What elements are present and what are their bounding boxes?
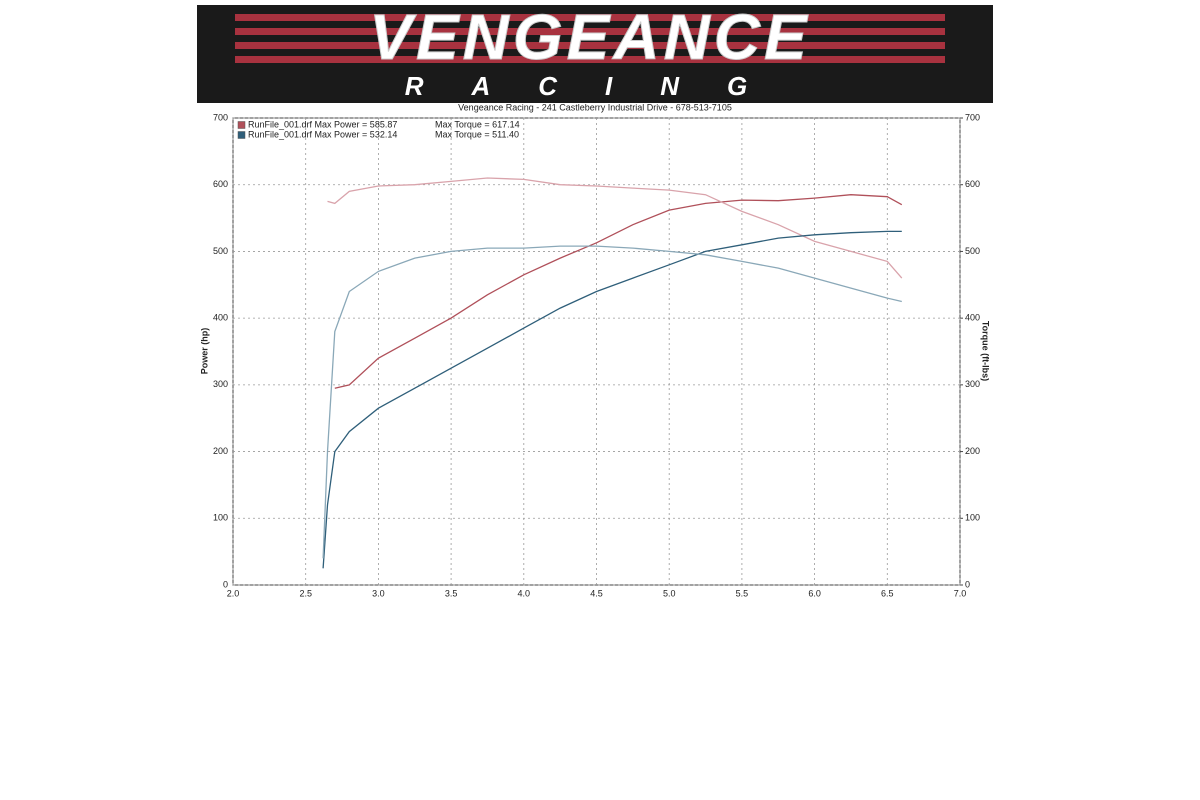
- logo-title: VENGEANCE: [369, 1, 810, 73]
- logo-stripes: [235, 14, 945, 63]
- legend-label: Max Torque = 511.40: [435, 129, 519, 139]
- x-tick-label: 5.0: [663, 588, 676, 598]
- y-axis-label: Power (hp): [199, 328, 209, 375]
- y-tick-label: 200: [213, 446, 228, 456]
- x-tick-label: 6.0: [808, 588, 821, 598]
- legend-label: RunFile_001.drf Max Power = 532.14: [248, 129, 397, 139]
- y-tick-label: 500: [213, 246, 228, 256]
- y-tick-label: 300: [213, 379, 228, 389]
- y-tick-label: 700: [213, 112, 228, 122]
- x-tick-label: 6.5: [881, 588, 894, 598]
- legend-swatch: [237, 121, 246, 129]
- series-line: [334, 194, 903, 389]
- y2-tick-label: 300: [965, 379, 980, 389]
- series-line: [327, 177, 903, 279]
- x-tick-label: 4.5: [590, 588, 603, 598]
- legend-label: Max Torque = 617.14: [435, 119, 520, 129]
- legend-swatch: [237, 131, 246, 139]
- y-tick-label: 0: [223, 579, 228, 589]
- y2-tick-label: 100: [965, 513, 980, 523]
- logo-band: [197, 5, 993, 103]
- x-tick-label: 4.0: [518, 588, 531, 598]
- legend-label: RunFile_001.drf Max Power = 585.87: [248, 119, 397, 129]
- x-tick-label: 3.5: [445, 588, 458, 598]
- y2-tick-label: 200: [965, 446, 980, 456]
- x-tick-label: 2.0: [227, 588, 240, 598]
- y-tick-label: 400: [213, 313, 228, 323]
- y-tick-label: 600: [213, 179, 228, 189]
- x-tick-label: 5.5: [736, 588, 749, 598]
- logo-subtitle: RACING: [405, 71, 796, 101]
- chart-title: Vengeance Racing - 241 Castleberry Indus…: [458, 102, 732, 112]
- x-tick-label: 3.0: [372, 588, 385, 598]
- y2-tick-label: 500: [965, 246, 980, 256]
- series-line: [322, 230, 902, 569]
- x-tick-label: 2.5: [299, 588, 312, 598]
- x-tick-label: 7.0: [954, 588, 967, 598]
- y2-tick-label: 700: [965, 112, 980, 122]
- y2-tick-label: 0: [965, 579, 970, 589]
- y-tick-label: 100: [213, 513, 228, 523]
- y2-tick-label: 400: [965, 313, 980, 323]
- series-line: [322, 245, 902, 559]
- y2-axis-label: Torque (ft-lbs): [981, 321, 991, 381]
- y2-tick-label: 600: [965, 179, 980, 189]
